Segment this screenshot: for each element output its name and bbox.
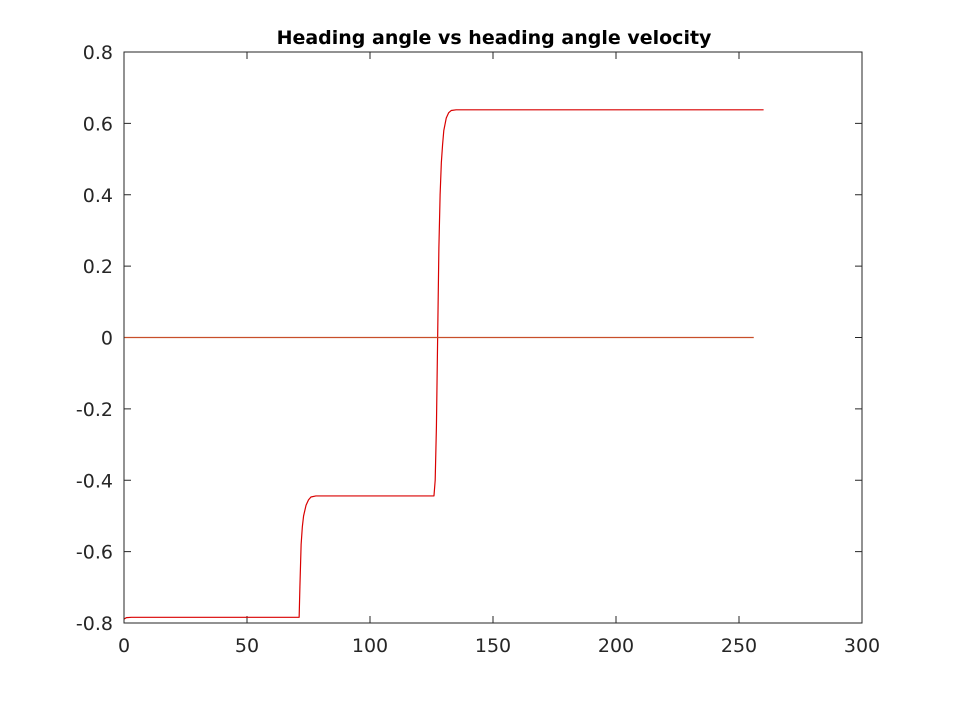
y-tick-label: 0 <box>101 328 113 350</box>
y-tick-label: 0.2 <box>83 256 113 278</box>
y-tick-label: -0.2 <box>76 399 113 421</box>
series-line-1 <box>123 109 764 620</box>
chart-title: Heading angle vs heading angle velocity <box>277 27 712 49</box>
x-tick-label: 300 <box>844 635 880 657</box>
y-tick-label: -0.6 <box>76 542 113 564</box>
x-tick-label: 0 <box>118 635 130 657</box>
x-tick-label: 50 <box>235 635 259 657</box>
x-tick-label: 150 <box>475 635 511 657</box>
y-tick-label: 0.4 <box>83 185 113 207</box>
y-tick-label: 0.6 <box>83 113 113 135</box>
y-tick-label: -0.4 <box>76 470 113 492</box>
axis-ticks: 0 50 100 150 200 250 300 -0.8 -0.6 -0.4 -0.2 0 0.2 0.… <box>76 42 880 657</box>
y-tick-label: -0.8 <box>76 613 113 635</box>
plot-series <box>123 109 764 620</box>
x-tick-label: 100 <box>352 635 388 657</box>
x-tick-label: 200 <box>598 635 634 657</box>
x-tick-label: 250 <box>721 635 757 657</box>
plot-area-frame <box>123 51 863 624</box>
y-tick-label: 0.8 <box>83 42 113 64</box>
